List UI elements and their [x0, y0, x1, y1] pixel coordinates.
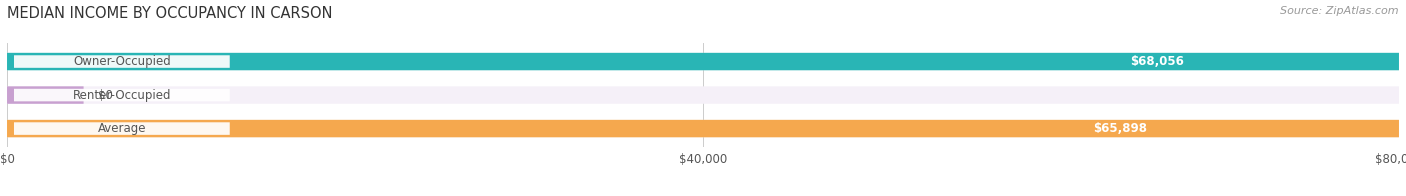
Text: Source: ZipAtlas.com: Source: ZipAtlas.com: [1281, 6, 1399, 16]
FancyBboxPatch shape: [7, 53, 1399, 70]
FancyBboxPatch shape: [14, 122, 229, 135]
FancyBboxPatch shape: [14, 55, 229, 68]
FancyBboxPatch shape: [7, 120, 1399, 137]
Text: Average: Average: [97, 122, 146, 135]
FancyBboxPatch shape: [7, 86, 83, 104]
FancyBboxPatch shape: [14, 89, 229, 101]
Text: Owner-Occupied: Owner-Occupied: [73, 55, 170, 68]
Text: MEDIAN INCOME BY OCCUPANCY IN CARSON: MEDIAN INCOME BY OCCUPANCY IN CARSON: [7, 6, 333, 21]
Text: $0: $0: [97, 89, 112, 102]
FancyBboxPatch shape: [7, 86, 1399, 104]
FancyBboxPatch shape: [7, 120, 1399, 137]
Text: Renter-Occupied: Renter-Occupied: [73, 89, 172, 102]
Text: $68,056: $68,056: [1130, 55, 1184, 68]
FancyBboxPatch shape: [7, 53, 1399, 70]
Text: $65,898: $65,898: [1092, 122, 1147, 135]
